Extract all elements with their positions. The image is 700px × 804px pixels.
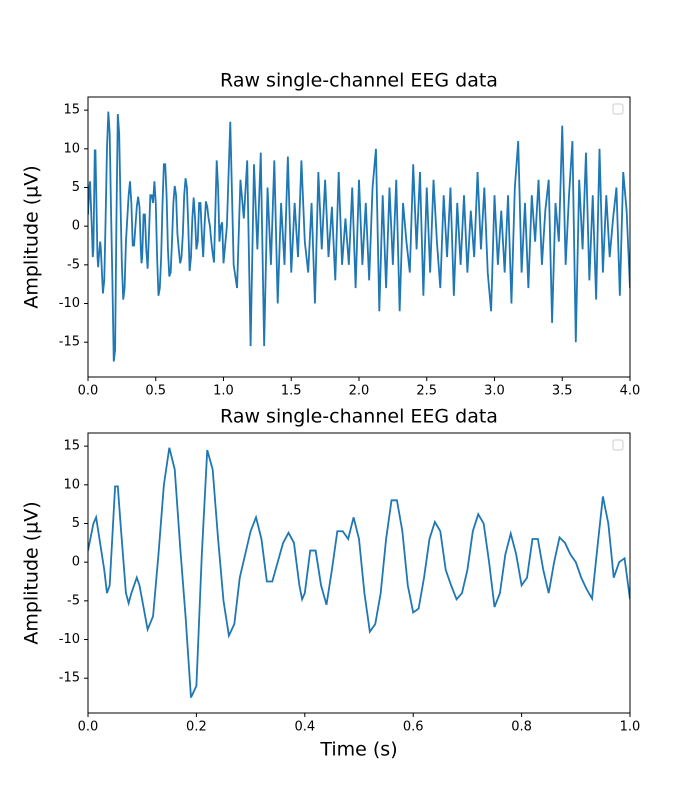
x-tick-label: 3.0 bbox=[484, 384, 505, 399]
chart-title: Raw single-channel EEG data bbox=[220, 406, 498, 428]
y-tick-label: -15 bbox=[59, 335, 80, 350]
x-tick-label: 0.2 bbox=[186, 720, 207, 735]
x-tick-label: 0.0 bbox=[78, 720, 99, 735]
y-tick-label: 10 bbox=[63, 477, 80, 492]
y-tick-label: -10 bbox=[59, 632, 80, 647]
y-tick-label: 15 bbox=[63, 103, 80, 118]
y-tick-label: 5 bbox=[72, 180, 80, 195]
x-tick-label: 1.0 bbox=[213, 384, 234, 399]
axes-frame bbox=[87, 432, 631, 714]
axes-frame bbox=[87, 96, 631, 378]
y-tick-label: 15 bbox=[63, 439, 80, 454]
y-tick-label: 0 bbox=[72, 555, 80, 570]
legend-box bbox=[612, 439, 624, 451]
x-tick-label: 4.0 bbox=[620, 384, 641, 399]
x-tick-label: 0.5 bbox=[145, 384, 166, 399]
y-axis-label: Amplitude (µV) bbox=[21, 165, 43, 308]
y-tick-label: 0 bbox=[72, 219, 80, 234]
x-tick-label: 0.6 bbox=[403, 720, 424, 735]
y-axis-label: Amplitude (µV) bbox=[21, 501, 43, 644]
x-tick-label: 0.4 bbox=[294, 720, 315, 735]
x-tick-label: 2.0 bbox=[349, 384, 370, 399]
y-tick-label: -15 bbox=[59, 671, 80, 686]
x-axis-label: Time (s) bbox=[319, 739, 397, 761]
eeg-line bbox=[88, 111, 630, 362]
y-tick-label: 10 bbox=[63, 141, 80, 156]
x-tick-label: 0.0 bbox=[78, 384, 99, 399]
y-tick-label: -5 bbox=[67, 593, 80, 608]
y-tick-label: -5 bbox=[67, 257, 80, 272]
x-tick-label: 0.8 bbox=[511, 720, 532, 735]
chart-title: Raw single-channel EEG data bbox=[220, 70, 498, 92]
legend-box bbox=[612, 103, 624, 115]
eeg-line bbox=[88, 447, 630, 698]
x-tick-label: 3.5 bbox=[552, 384, 573, 399]
y-tick-label: -10 bbox=[59, 296, 80, 311]
y-tick-label: 5 bbox=[72, 516, 80, 531]
x-tick-label: 2.5 bbox=[416, 384, 437, 399]
x-tick-label: 1.5 bbox=[281, 384, 302, 399]
x-tick-label: 1.0 bbox=[620, 720, 641, 735]
